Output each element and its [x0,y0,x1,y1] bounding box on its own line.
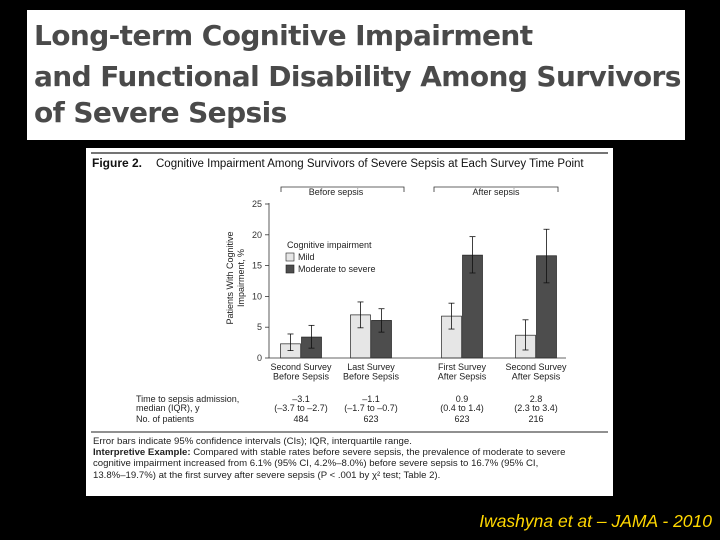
iqr-1: (–3.7 to –2.7) [274,403,328,413]
figure-panel: Figure 2. Cognitive Impairment Among Sur… [86,148,613,496]
title-line-3: of Severe Sepsis [34,96,287,129]
x-tick-label: Before Sepsis [273,372,330,382]
y-tick-label: 15 [252,261,262,271]
title-line-1: Long-term Cognitive Impairment [34,19,533,52]
y-axis-label-line-2: Impairment, % [236,249,246,307]
summary-table: Time to sepsis admission, median (IQR), … [136,394,558,424]
figure-heading: Cognitive Impairment Among Survivors of … [156,158,584,170]
y-tick-label: 5 [257,322,262,332]
citation-credit: Iwashyna et at – JAMA - 2010 [479,511,712,531]
caption-line-1: Error bars indicate 95% confidence inter… [93,436,412,447]
legend-swatch-moderate [285,264,295,274]
caption-line-2-text: Compared with stable rates before severe… [190,447,566,459]
table-row1-label-a: Time to sepsis admission, [136,394,239,404]
title-line-2: and Functional Disability Among Survivor… [34,60,681,93]
table-row2-label: No. of patients [136,414,195,424]
median-4: 2.8 [530,394,543,404]
median-1: –3.1 [292,394,310,404]
legend-swatch-mild [285,252,295,262]
y-tick-label: 20 [252,230,262,240]
x-tick-label: After Sepsis [512,372,561,382]
figure-label: Figure 2. [92,156,142,170]
y-tick-label: 10 [252,291,262,301]
x-tick-label: Second Survey [505,362,567,372]
x-tick-label: After Sepsis [438,372,487,382]
table-row1-label-b: median (IQR), y [136,403,200,413]
group-after-label: After sepsis [472,187,520,197]
slide-title: Long-term Cognitive Impairment and Funct… [27,10,685,140]
x-tick-label: Before Sepsis [343,372,400,382]
legend-label-moderate: Moderate to severe [298,264,376,274]
caption-line-4: 13.8%–19.7%) at the first survey after s… [93,469,441,481]
legend-label-mild: Mild [298,252,315,262]
x-tick-label: Last Survey [347,362,395,372]
legend: Cognitive impairment Mild Moderate to se… [285,240,376,274]
after-bracket [433,186,559,192]
caption-emphasis: Interpretive Example: [93,447,191,459]
median-3: 0.9 [456,394,469,404]
iqr-4: (2.3 to 3.4) [514,403,558,413]
legend-title: Cognitive impairment [287,240,372,250]
patients-4: 216 [528,414,543,424]
x-tick-label: First Survey [438,362,487,372]
patients-2: 623 [363,414,378,424]
caption-line-3: cognitive impairment increased from 6.1%… [93,458,539,470]
y-axis-label-line-1: Patients With Cognitive [225,231,235,324]
patients-3: 623 [454,414,469,424]
group-before-label: Before sepsis [309,187,364,197]
median-2: –1.1 [362,394,380,404]
figure-caption: Error bars indicate 95% confidence inter… [93,436,611,481]
y-tick-label: 25 [252,199,262,209]
iqr-2: (–1.7 to –0.7) [344,403,398,413]
bar-chart: Figure 2. Cognitive Impairment Among Sur… [91,152,608,433]
iqr-3: (0.4 to 1.4) [440,403,484,413]
caption-line-2: Interpretive Example: Compared with stab… [93,447,611,458]
x-tick-label: Second Survey [270,362,332,372]
y-tick-label: 0 [257,353,262,363]
patients-1: 484 [293,414,308,424]
before-bracket [280,186,405,192]
